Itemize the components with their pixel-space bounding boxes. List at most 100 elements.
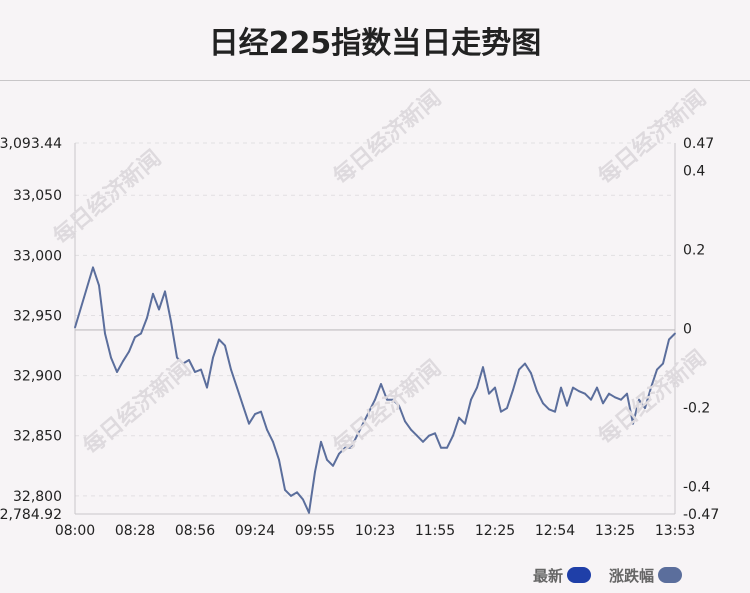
left-tick-label: 32,800	[13, 489, 62, 505]
data-point	[392, 398, 394, 401]
data-point	[242, 404, 244, 407]
x-tick-label: 08:28	[115, 523, 155, 539]
legend-swatch-latest	[567, 567, 592, 583]
data-point	[266, 428, 268, 431]
data-point	[272, 440, 274, 443]
data-point	[476, 386, 478, 389]
x-tick-label: 13:25	[595, 523, 635, 539]
data-point	[404, 420, 406, 423]
data-point	[200, 368, 202, 371]
data-point	[104, 332, 106, 335]
x-tick-label: 09:55	[295, 523, 335, 539]
left-tick-label: 32,950	[13, 308, 62, 324]
x-tick-label: 09:24	[235, 523, 275, 539]
title-divider	[0, 80, 750, 81]
left-tick-label: 32,900	[13, 369, 62, 385]
chart-title: 日经225指数当日走势图	[208, 26, 542, 61]
data-point	[302, 498, 304, 501]
x-tick-label: 12:54	[535, 523, 575, 539]
data-point	[260, 410, 262, 413]
data-point	[140, 332, 142, 335]
left-tick-label: 33,050	[13, 188, 62, 204]
x-tick-label: 11:55	[415, 523, 455, 539]
data-point	[224, 344, 226, 347]
data-point	[122, 360, 124, 363]
data-point	[134, 336, 136, 338]
x-tick-label: 08:56	[175, 523, 215, 539]
data-point	[344, 446, 346, 449]
data-point	[182, 362, 184, 365]
right-tick-label: 0	[683, 322, 692, 338]
left-tick-label: 33,093.44	[0, 136, 62, 152]
data-point	[662, 362, 664, 365]
left-tick-label: 33,000	[13, 248, 62, 264]
legend-change[interactable]: 涨跌幅	[609, 565, 683, 585]
right-tick-label: -0.47	[683, 507, 719, 523]
data-point	[650, 386, 652, 389]
data-point	[584, 392, 586, 395]
data-point	[164, 290, 166, 293]
data-point	[188, 359, 190, 361]
data-point	[314, 470, 316, 473]
data-point	[440, 446, 442, 449]
left-tick-label: 32,850	[13, 429, 62, 445]
data-point	[350, 446, 352, 449]
data-point	[554, 410, 556, 413]
data-point	[428, 434, 430, 437]
data-point	[488, 392, 490, 395]
data-point	[674, 332, 676, 335]
data-point	[638, 398, 640, 401]
data-point	[158, 308, 160, 311]
data-point	[608, 392, 610, 395]
data-point	[116, 371, 118, 373]
x-tick-label: 12:25	[475, 523, 515, 539]
data-point	[518, 368, 520, 371]
data-point	[398, 404, 400, 407]
data-point	[362, 422, 364, 425]
legend-label-latest: 最新	[533, 566, 564, 585]
data-point	[284, 489, 286, 491]
data-point	[332, 464, 334, 467]
data-point	[380, 383, 382, 385]
right-tick-label: 0.4	[683, 164, 705, 180]
data-point	[74, 326, 76, 329]
data-point	[446, 446, 448, 449]
data-point	[452, 434, 454, 437]
data-point	[566, 404, 568, 407]
data-point	[278, 458, 280, 461]
data-point	[254, 413, 256, 415]
data-point	[482, 366, 484, 369]
data-point	[374, 398, 376, 401]
right-tick-label: 0.47	[683, 136, 714, 152]
data-point	[290, 495, 292, 497]
left-tick-label: 32,784.92	[0, 507, 62, 523]
right-tick-label: -0.2	[683, 400, 710, 416]
data-point	[212, 356, 214, 359]
data-point	[578, 390, 580, 393]
data-point	[656, 368, 658, 371]
data-point	[230, 368, 232, 371]
data-point	[644, 407, 646, 409]
data-point	[206, 386, 208, 389]
data-point	[248, 422, 250, 425]
data-point	[194, 371, 196, 373]
data-point	[494, 386, 496, 389]
data-point	[500, 410, 502, 413]
data-point	[356, 434, 358, 437]
x-tick-label: 08:00	[55, 523, 95, 539]
data-point	[506, 407, 508, 409]
data-point	[668, 338, 670, 341]
data-point	[128, 350, 130, 353]
data-point	[416, 434, 418, 437]
data-point	[98, 284, 100, 287]
data-point	[236, 386, 238, 389]
legend-latest[interactable]: 最新	[533, 565, 592, 585]
data-point	[170, 320, 172, 323]
x-tick-label: 13:53	[655, 523, 695, 539]
data-point	[470, 398, 472, 401]
data-point	[386, 398, 388, 401]
data-point	[83, 296, 85, 299]
data-point	[410, 428, 412, 431]
data-point	[530, 372, 532, 375]
